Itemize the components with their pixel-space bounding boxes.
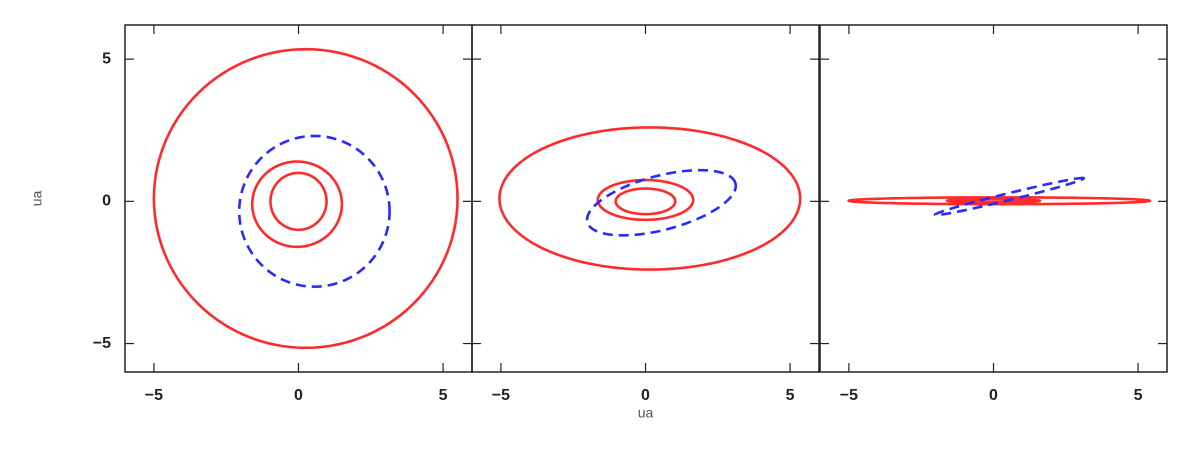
plot-frame — [471, 24, 820, 373]
x-tick-label: 5 — [1134, 387, 1143, 404]
x-tick-label: −5 — [840, 387, 858, 404]
x-tick-label: −5 — [492, 387, 510, 404]
y-tick-label: 0 — [102, 193, 111, 210]
orbit — [596, 178, 695, 222]
x-tick-label: 0 — [989, 387, 998, 404]
x-axis-label: ua — [638, 405, 654, 421]
orbit — [152, 47, 459, 350]
x-tick-label: 5 — [439, 387, 448, 404]
y-axis-label: ua — [29, 191, 45, 207]
orbit — [933, 176, 1086, 217]
plot-frame — [124, 24, 473, 373]
orbit — [846, 196, 1152, 206]
orbit — [250, 160, 344, 249]
x-tick-label: 5 — [786, 387, 795, 404]
x-tick-label: 0 — [641, 387, 650, 404]
x-tick-label: 0 — [294, 387, 303, 404]
y-tick-label: 5 — [102, 50, 111, 67]
x-tick-label: −5 — [145, 387, 163, 404]
orbit — [614, 187, 677, 216]
orbit — [269, 171, 328, 232]
orbit — [585, 168, 738, 237]
y-tick-label: −5 — [93, 335, 111, 352]
orbit — [237, 134, 391, 288]
orbit — [498, 126, 802, 271]
